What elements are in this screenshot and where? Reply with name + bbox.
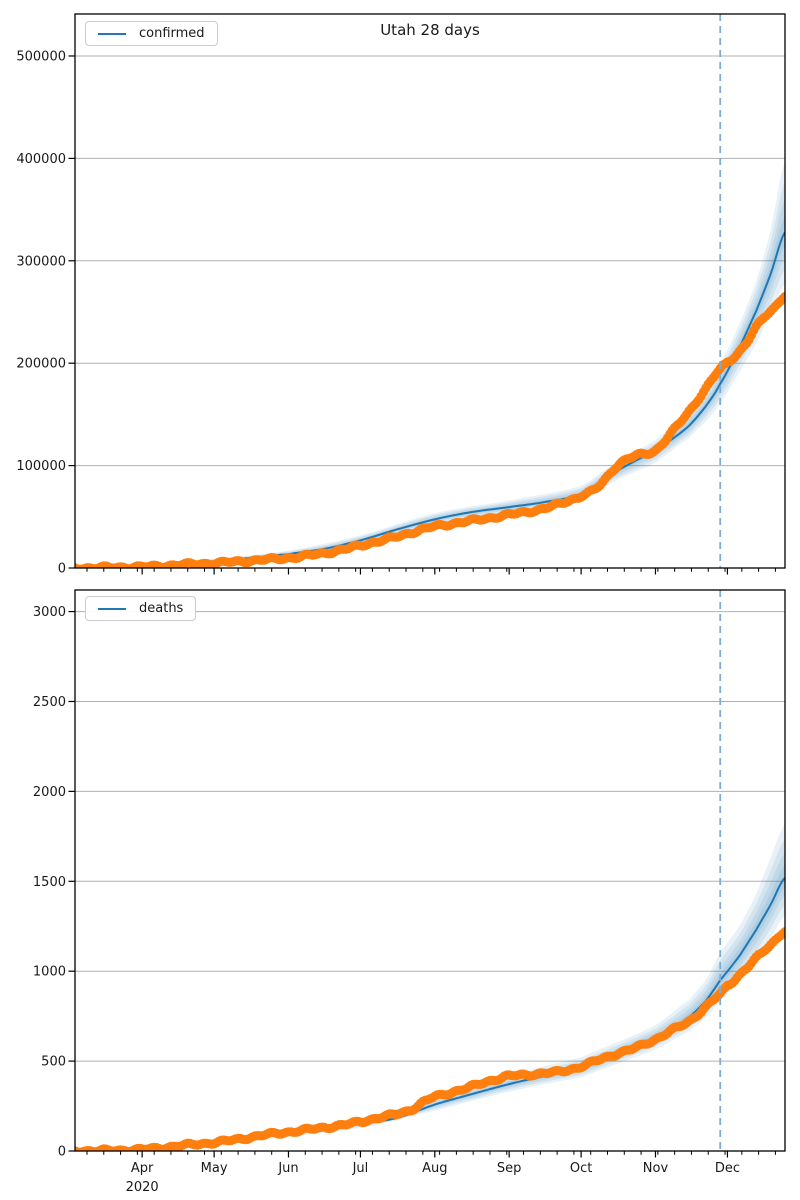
svg-text:400000: 400000 — [16, 152, 66, 167]
svg-text:Nov: Nov — [643, 1161, 669, 1176]
svg-text:100000: 100000 — [16, 459, 66, 474]
svg-text:3000: 3000 — [33, 605, 66, 620]
legend-line-swatch-confirmed — [98, 32, 126, 35]
svg-text:Oct: Oct — [570, 1161, 592, 1176]
svg-text:Apr: Apr — [131, 1161, 154, 1176]
svg-text:Aug: Aug — [422, 1161, 447, 1176]
svg-text:0: 0 — [58, 1145, 66, 1160]
svg-text:500: 500 — [41, 1055, 66, 1070]
svg-text:1000: 1000 — [33, 965, 66, 980]
svg-text:2500: 2500 — [33, 695, 66, 710]
svg-text:300000: 300000 — [16, 254, 66, 269]
chart-title: Utah 28 days — [380, 21, 480, 39]
svg-text:200000: 200000 — [16, 357, 66, 372]
svg-text:Jun: Jun — [277, 1161, 298, 1176]
svg-text:0: 0 — [58, 562, 66, 577]
legend-label-confirmed: confirmed — [139, 26, 205, 41]
svg-text:Dec: Dec — [715, 1161, 740, 1176]
svg-text:2000: 2000 — [33, 785, 66, 800]
legend-line-swatch-deaths — [98, 607, 126, 610]
svg-text:500000: 500000 — [16, 49, 66, 64]
svg-text:Sep: Sep — [497, 1161, 522, 1176]
svg-text:Jul: Jul — [352, 1161, 369, 1176]
legend-deaths: deaths — [85, 596, 197, 621]
svg-text:2020: 2020 — [126, 1180, 159, 1195]
legend-confirmed: confirmed — [85, 21, 218, 46]
legend-label-deaths: deaths — [139, 601, 184, 616]
svg-text:May: May — [201, 1161, 228, 1176]
svg-text:1500: 1500 — [33, 875, 66, 890]
